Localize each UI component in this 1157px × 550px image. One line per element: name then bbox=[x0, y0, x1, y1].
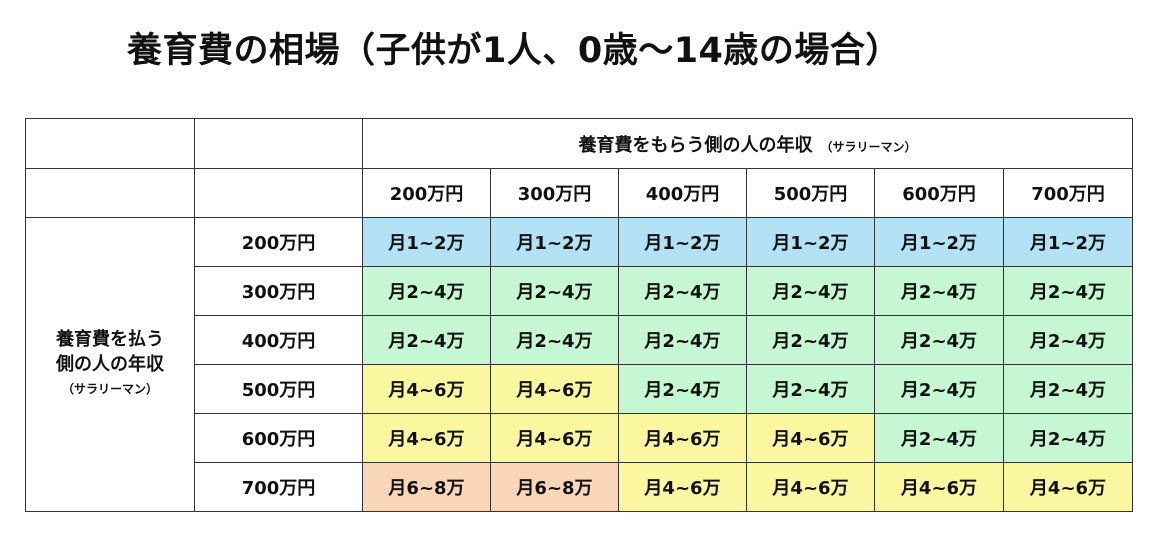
corner-cell bbox=[194, 168, 363, 218]
row-header: 養育費を払う 側の人の年収 （サラリーマン） bbox=[25, 217, 195, 512]
table-row: 600万円 月4~6万 月4~6万 月4~6万 月4~6万 月2~4万 月2~4万 bbox=[26, 413, 1133, 463]
data-cell: 月2~4万 bbox=[618, 315, 747, 365]
data-cell: 月2~4万 bbox=[618, 364, 747, 414]
data-cell: 月2~4万 bbox=[746, 266, 875, 316]
column-label: 200万円 bbox=[362, 168, 491, 218]
data-cell: 月2~4万 bbox=[362, 315, 491, 365]
data-cell: 月4~6万 bbox=[874, 462, 1004, 512]
row-header-note: （サラリーマン） bbox=[61, 382, 158, 396]
row-label: 600万円 bbox=[194, 413, 363, 463]
data-cell: 月4~6万 bbox=[618, 413, 747, 463]
column-label: 600万円 bbox=[874, 168, 1004, 218]
column-header-label: 養育費をもらう側の人の年収 bbox=[578, 134, 813, 156]
data-cell: 月2~4万 bbox=[490, 315, 619, 365]
row-label: 700万円 bbox=[194, 462, 363, 512]
corner-cell bbox=[194, 118, 363, 169]
data-cell: 月4~6万 bbox=[618, 462, 747, 512]
table-row: 400万円 月2~4万 月2~4万 月2~4万 月2~4万 月2~4万 月2~4万 bbox=[26, 315, 1133, 365]
data-cell: 月2~4万 bbox=[618, 266, 747, 316]
data-cell: 月6~8万 bbox=[362, 462, 491, 512]
corner-cell bbox=[25, 118, 195, 169]
data-cell: 月2~4万 bbox=[1003, 364, 1133, 414]
data-cell: 月2~4万 bbox=[1003, 266, 1133, 316]
data-cell: 月4~6万 bbox=[746, 413, 875, 463]
row-label: 400万円 bbox=[194, 315, 363, 365]
corner-cell bbox=[25, 168, 195, 218]
data-cell: 月2~4万 bbox=[746, 364, 875, 414]
column-header: 養育費をもらう側の人の年収 （サラリーマン） bbox=[362, 118, 1133, 169]
row-label: 200万円 bbox=[194, 217, 363, 267]
table-row: 300万円 月2~4万 月2~4万 月2~4万 月2~4万 月2~4万 月2~4万 bbox=[26, 266, 1133, 316]
row-header-label: 側の人の年収 bbox=[56, 354, 164, 375]
data-cell: 月2~4万 bbox=[874, 266, 1004, 316]
data-cell: 月2~4万 bbox=[874, 364, 1004, 414]
data-cell: 月2~4万 bbox=[874, 315, 1004, 365]
data-cell: 月1~2万 bbox=[746, 217, 875, 267]
table-row: 500万円 月4~6万 月4~6万 月2~4万 月2~4万 月2~4万 月2~4万 bbox=[26, 364, 1133, 414]
column-label: 300万円 bbox=[490, 168, 619, 218]
page-title: 養育費の相場（子供が1人、0歳～14歳の場合） bbox=[127, 31, 901, 71]
data-cell: 月2~4万 bbox=[1003, 315, 1133, 365]
row-header-label: 養育費を払う bbox=[56, 329, 164, 350]
table-row: 700万円 月6~8万 月6~8万 月4~6万 月4~6万 月4~6万 月4~6万 bbox=[26, 462, 1133, 512]
column-label: 700万円 bbox=[1003, 168, 1133, 218]
data-cell: 月4~6万 bbox=[1003, 462, 1133, 512]
data-cell: 月2~4万 bbox=[746, 315, 875, 365]
data-cell: 月1~2万 bbox=[874, 217, 1004, 267]
column-label: 400万円 bbox=[618, 168, 747, 218]
data-cell: 月2~4万 bbox=[490, 266, 619, 316]
data-cell: 月2~4万 bbox=[1003, 413, 1133, 463]
data-cell: 月4~6万 bbox=[746, 462, 875, 512]
data-cell: 月4~6万 bbox=[362, 413, 491, 463]
data-cell: 月4~6万 bbox=[362, 364, 491, 414]
alimony-table: 養育費をもらう側の人の年収 （サラリーマン） 200万円 300万円 400万円 500… bbox=[25, 118, 1133, 512]
data-cell: 月1~2万 bbox=[362, 217, 491, 267]
column-header-note: （サラリーマン） bbox=[820, 139, 917, 154]
data-cell: 月2~4万 bbox=[874, 413, 1004, 463]
data-cell: 月4~6万 bbox=[490, 364, 619, 414]
data-cell: 月6~8万 bbox=[490, 462, 619, 512]
data-cell: 月4~6万 bbox=[490, 413, 619, 463]
row-label: 500万円 bbox=[194, 364, 363, 414]
data-cell: 月1~2万 bbox=[618, 217, 747, 267]
data-cell: 月1~2万 bbox=[490, 217, 619, 267]
row-label: 300万円 bbox=[194, 266, 363, 316]
table-row: 養育費を払う 側の人の年収 （サラリーマン） 200万円 月1~2万 月1~2万 月1~2万… bbox=[25, 217, 1133, 512]
column-label: 500万円 bbox=[746, 168, 875, 218]
data-cell: 月1~2万 bbox=[1003, 217, 1133, 267]
data-cell: 月2~4万 bbox=[362, 266, 491, 316]
